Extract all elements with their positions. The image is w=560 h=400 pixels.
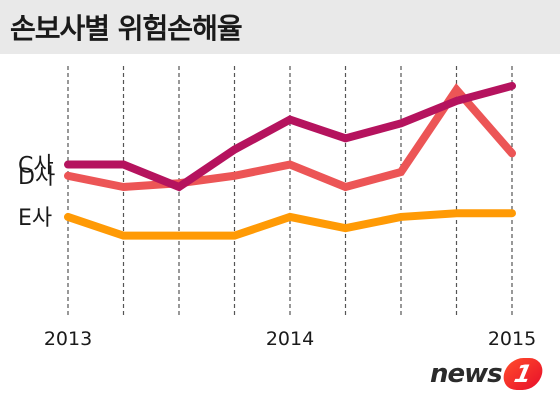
grid-layer — [67, 66, 513, 318]
logo-text: news — [430, 359, 503, 389]
x-axis: 2013 2014 2015 — [44, 328, 536, 350]
series-layer — [64, 81, 516, 240]
series-label: C사 — [18, 154, 54, 179]
logo-badge: 1 — [500, 358, 546, 390]
series-line — [64, 83, 516, 192]
x-tick-label: 2015 — [488, 328, 536, 350]
chart-title: 손보사별 위험손해율 — [10, 12, 243, 45]
series-line — [64, 209, 516, 240]
header-bar: 손보사별 위험손해율 — [0, 0, 560, 54]
series-line — [64, 81, 516, 192]
series-label: E사 — [18, 206, 52, 231]
x-tick-label: 2013 — [44, 328, 92, 350]
news1-logo: news 1 — [430, 358, 546, 390]
series-label: D사 — [18, 165, 55, 190]
x-tick-label: 2014 — [266, 328, 314, 350]
